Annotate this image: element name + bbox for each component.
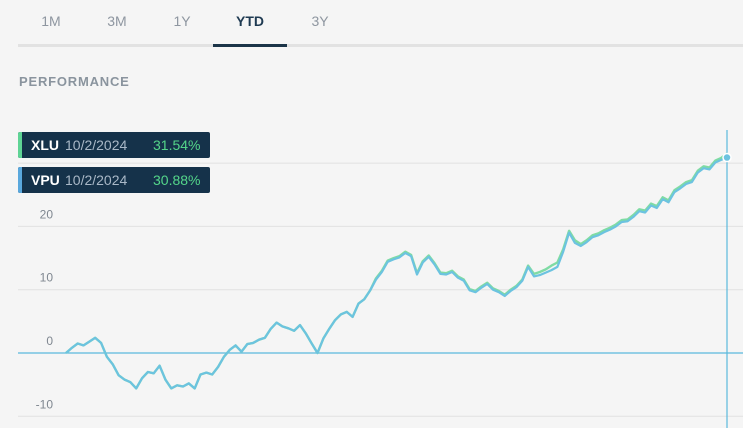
tab-1m[interactable]: 1M <box>41 13 61 29</box>
y-axis-labels: 20 10 0 -10 <box>36 207 54 411</box>
tooltip-vpu-date: 10/2/2024 <box>65 172 128 188</box>
y-tick-label: 0 <box>46 334 53 348</box>
tooltip-vpu: VPU 10/2/2024 30.88% <box>18 167 210 193</box>
tab-3m[interactable]: 3M <box>107 13 127 29</box>
tooltip-xlu-value: 31.54% <box>153 137 201 153</box>
tooltip-vpu-color-bar <box>18 167 22 193</box>
series-line-vpu <box>65 156 728 390</box>
timeframe-tabs: 1M 3M 1Y YTD 3Y <box>0 0 743 48</box>
series-lines <box>65 152 728 390</box>
tooltip-vpu-value: 30.88% <box>153 172 201 188</box>
chart-grid <box>18 162 743 417</box>
tab-1y[interactable]: 1Y <box>173 13 191 29</box>
section-title: PERFORMANCE <box>19 74 130 89</box>
tooltip-xlu: XLU 10/2/2024 31.54% <box>18 132 210 158</box>
tooltip-xlu-symbol: XLU <box>31 137 59 153</box>
tab-ytd[interactable]: YTD <box>213 13 287 47</box>
y-tick-label: 20 <box>40 207 54 221</box>
tooltip-xlu-color-bar <box>18 132 22 158</box>
tab-3y[interactable]: 3Y <box>311 13 329 29</box>
tabs-underline <box>18 44 743 47</box>
crosshair-point <box>722 152 732 163</box>
y-tick-label: 10 <box>40 271 54 285</box>
tooltip-xlu-date: 10/2/2024 <box>65 137 128 153</box>
tooltip-vpu-symbol: VPU <box>31 172 60 188</box>
y-tick-label: -10 <box>36 397 54 411</box>
